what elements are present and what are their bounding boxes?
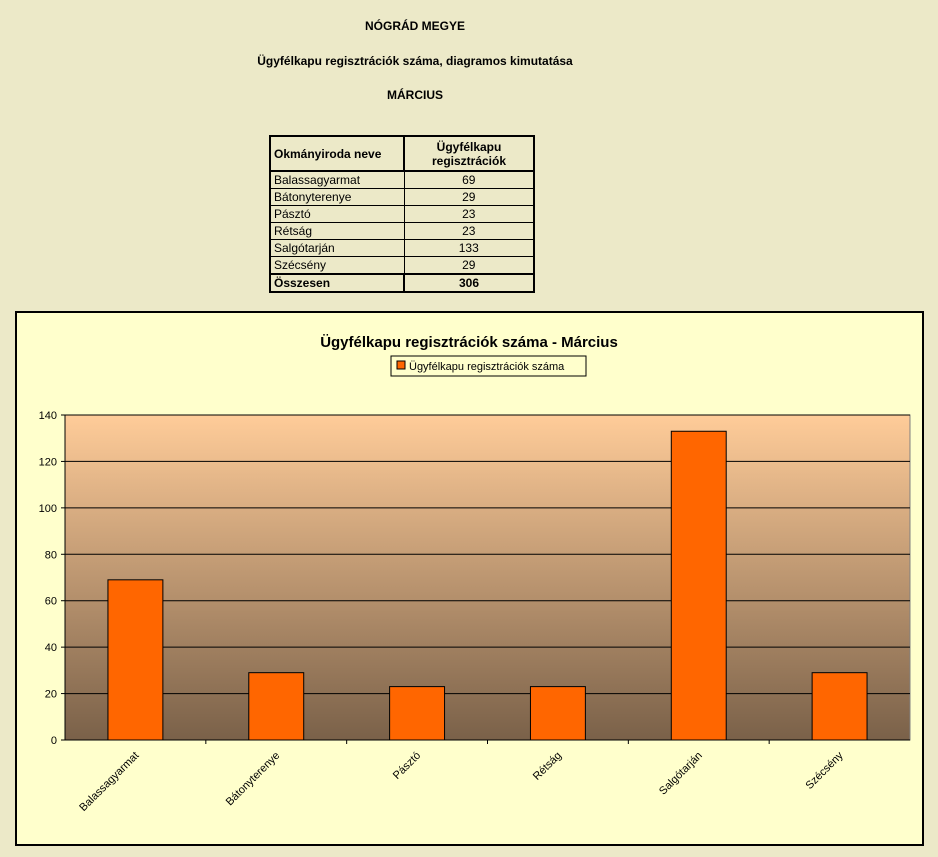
y-tick-label: 20	[45, 689, 57, 701]
registrations-header: Ügyfélkapu regisztrációk	[403, 135, 535, 172]
summary-table: Okmányiroda neve Ügyfélkapu regisztráció…	[269, 135, 535, 293]
registrations-cell: 29	[403, 188, 535, 206]
x-tick-label: Balassagyarmat	[77, 750, 141, 814]
table-row: Salgótarján 133	[269, 239, 535, 257]
office-name-cell: Balassagyarmat	[269, 170, 405, 189]
bar	[107, 579, 164, 741]
legend-swatch	[396, 360, 406, 370]
x-tick-label: Bátonyterenye	[224, 750, 283, 809]
legend-label: Ügyfélkapu regisztrációk száma	[409, 361, 565, 373]
x-tick-label: Pásztó	[391, 750, 423, 782]
bar	[389, 686, 446, 741]
office-name-cell: Szécsény	[269, 256, 405, 275]
chart-title: Ügyfélkapu regisztrációk száma - Március	[320, 334, 618, 351]
total-value: 306	[403, 273, 535, 293]
table-row: Pásztó 23	[269, 205, 535, 223]
total-label: Összesen	[269, 273, 405, 293]
table-row: Szécsény 29	[269, 256, 535, 275]
y-tick-label: 140	[39, 410, 57, 422]
office-name-cell: Salgótarján	[269, 239, 405, 257]
office-name-header: Okmányiroda neve	[269, 135, 405, 172]
table-row: Bátonyterenye 29	[269, 188, 535, 206]
office-name-cell: Rétság	[269, 222, 405, 240]
registrations-cell: 29	[403, 256, 535, 275]
legend-box	[390, 355, 587, 377]
y-tick-label: 80	[45, 549, 57, 561]
bar	[529, 686, 586, 741]
report-subtitle: Ügyfélkapu regisztrációk száma, diagramo…	[257, 54, 573, 68]
registrations-cell: 133	[403, 239, 535, 257]
table-row: Rétság 23	[269, 222, 535, 240]
x-tick-label: Szécsény	[803, 749, 846, 792]
y-tick-label: 120	[39, 456, 57, 468]
y-tick-label: 40	[45, 642, 57, 654]
bar	[811, 672, 868, 741]
chart-area: Ügyfélkapu regisztrációk száma - Március…	[15, 311, 924, 846]
y-tick-label: 100	[39, 503, 57, 515]
office-name-cell: Bátonyterenye	[269, 188, 405, 206]
y-tick-label: 60	[45, 596, 57, 608]
y-tick-label: 0	[51, 735, 57, 747]
bar	[670, 430, 727, 741]
registrations-header-line2: regisztrációk	[431, 153, 507, 168]
registrations-cell: 23	[403, 222, 535, 240]
total-row: Összesen 306	[269, 273, 535, 293]
table-header-row: Okmányiroda neve Ügyfélkapu regisztráció…	[269, 135, 535, 172]
table-body: Balassagyarmat 69 Bátonyterenye 29 Pásztó 23 R…	[269, 170, 535, 293]
x-tick-label: Rétság	[531, 750, 564, 783]
plot-area	[64, 414, 911, 741]
office-name-cell: Pásztó	[269, 205, 405, 223]
bar-chart: Ügyfélkapu regisztrációk száma - Március…	[39, 334, 911, 814]
bar	[248, 672, 305, 741]
county-heading: NÓGRÁD MEGYE	[364, 19, 465, 33]
registrations-cell: 23	[403, 205, 535, 223]
registrations-header-line1: Ügyfélkapu	[436, 139, 502, 154]
registrations-cell: 69	[403, 170, 535, 189]
month-heading: MÁRCIUS	[387, 88, 443, 102]
x-tick-label: Salgótarján	[657, 750, 705, 798]
table-row: Balassagyarmat 69	[269, 170, 535, 189]
